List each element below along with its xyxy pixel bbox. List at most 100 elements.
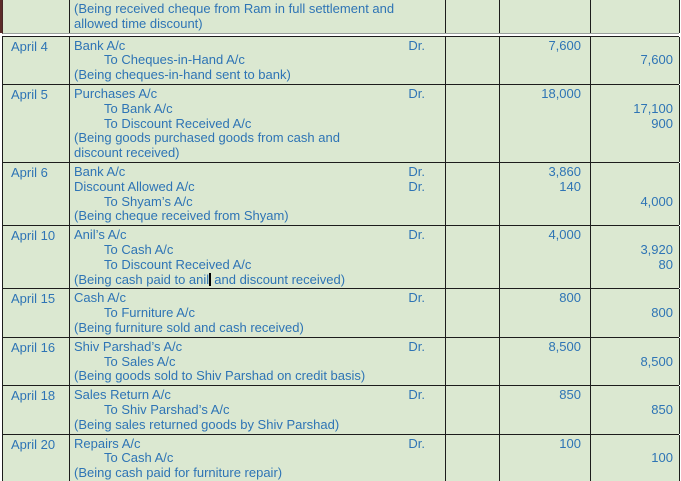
entry-date: April 16 xyxy=(11,339,56,355)
particulars-text: (Being goods sold to Shiv Parshad on cre… xyxy=(74,368,366,384)
journal-entry-row: April 5 Purchases A/c Dr. To Bank A/c To Dis… xyxy=(3,84,680,163)
date-cell[interactable]: April 6 xyxy=(3,162,70,226)
debit-amount-cell[interactable]: 18,000 xyxy=(500,84,591,162)
credit-amount xyxy=(591,131,673,146)
particulars-text: Bank A/c xyxy=(74,163,126,179)
date-cell[interactable]: April 10 xyxy=(3,226,70,289)
date-cell[interactable]: April 18 xyxy=(3,386,70,434)
entry-date: April 10 xyxy=(11,228,56,244)
account-line: Cash A/c Dr. xyxy=(74,291,439,306)
date-cell[interactable]: April 15 xyxy=(3,289,70,337)
particulars-text: To Shiv Parshad’s A/c xyxy=(104,401,230,417)
ledger-folio-cell[interactable] xyxy=(446,386,500,434)
account-line: Discount Allowed A/c Dr. xyxy=(74,179,439,195)
debit-amount-cell[interactable]: 100 xyxy=(500,434,591,481)
credit-amount xyxy=(591,68,673,83)
credit-amount-cell[interactable]: 850 xyxy=(591,386,680,434)
ledger-folio-cell[interactable] xyxy=(446,434,500,481)
credit-amount: 800 xyxy=(651,305,673,321)
particulars-text: (Being cash paid for furniture repair) xyxy=(74,465,283,481)
credit-amount-cell[interactable] xyxy=(591,0,680,33)
account-line: Shiv Parshad’s A/c Dr. xyxy=(74,338,439,355)
particulars-cell[interactable]: Anil’s A/c Dr. To Cash A/c To Discount Rece… xyxy=(70,226,446,289)
credit-amount xyxy=(591,273,673,288)
to-account-line: To Shyam’s A/c xyxy=(74,194,439,210)
dr-label: Dr. xyxy=(408,387,425,403)
debit-amount xyxy=(500,146,581,161)
journal-entry-row: April 16 Shiv Parshad’s A/c Dr. To Sales A/… xyxy=(3,337,680,387)
debit-amount-cell[interactable]: 7,600 xyxy=(500,36,591,84)
ledger-folio-cell[interactable] xyxy=(446,162,500,226)
date-cell[interactable]: April 20 xyxy=(3,434,70,481)
particulars-text: To Sales A/c xyxy=(104,353,176,369)
debit-amount-cell[interactable] xyxy=(500,0,591,33)
credit-amount-cell[interactable]: 4,000 xyxy=(591,162,680,226)
journal-entry-row: April 4 Bank A/c Dr. To Cheques-in-Hand A/c… xyxy=(3,36,680,85)
particulars-cell[interactable]: Purchases A/c Dr. To Bank A/c To Discount R… xyxy=(70,84,446,162)
credit-amount-cell[interactable]: 8,500 xyxy=(591,337,680,386)
dr-label: Dr. xyxy=(408,338,425,354)
debit-amount-cell[interactable]: 800 xyxy=(500,289,591,337)
date-cell[interactable]: April 4 xyxy=(3,36,70,84)
particulars-cell[interactable]: Shiv Parshad’s A/c Dr. To Sales A/c (Being … xyxy=(70,337,446,386)
debit-amount: 18,000 xyxy=(541,85,581,101)
debit-amount xyxy=(500,273,581,288)
ledger-folio-cell[interactable] xyxy=(446,226,500,289)
credit-amount-cell[interactable]: 800 xyxy=(591,289,680,337)
debit-amount: 850 xyxy=(559,387,581,403)
particulars-cell[interactable]: (Being received cheque from Ram in full … xyxy=(70,0,446,33)
particulars-cell[interactable]: Sales Return A/c Dr. To Shiv Parshad’s A/c… xyxy=(70,386,446,434)
journal-table: April 4 Bank A/c Dr. To Cheques-in-Hand A/c… xyxy=(2,35,680,481)
narration-line: (Being cash paid for furniture repair) xyxy=(74,465,439,481)
credit-amount-cell[interactable]: 100 xyxy=(591,434,680,481)
credit-amount xyxy=(591,388,673,403)
debit-amount xyxy=(500,451,581,466)
narration-line: allowed time discount) xyxy=(74,16,439,32)
particulars-text: (Being cash paid to anil and discount re… xyxy=(74,272,345,288)
journal-entry-row: April 6 Bank A/c Dr. Discount Allowed A/c Dr… xyxy=(3,162,680,227)
particulars-cell[interactable]: Cash A/c Dr. To Furniture A/c (Being furnit… xyxy=(70,289,446,337)
narration-line: (Being goods sold to Shiv Parshad on cre… xyxy=(74,369,439,384)
debit-amount xyxy=(500,117,581,132)
date-cell[interactable]: April 5 xyxy=(3,84,70,162)
account-line: Bank A/c Dr. xyxy=(74,163,439,180)
debit-amount: 8,500 xyxy=(548,338,581,354)
ledger-folio-cell[interactable] xyxy=(446,337,500,386)
credit-amount-cell[interactable]: 7,600 xyxy=(591,36,680,84)
date-cell[interactable] xyxy=(3,0,70,33)
ledger-folio-cell[interactable] xyxy=(446,289,500,337)
credit-amount xyxy=(591,437,673,452)
to-account-line: To Bank A/c xyxy=(74,100,439,117)
narration-line: (Being cheque received from Shyam) xyxy=(74,209,439,224)
narration-line: (Being goods purchased goods from cash a… xyxy=(74,131,439,146)
particulars-text: To Cash A/c xyxy=(104,450,174,466)
particulars-cell[interactable]: Repairs A/c Dr. To Cash A/c (Being cash pai… xyxy=(70,434,446,481)
account-line: Sales Return A/c Dr. xyxy=(74,387,439,403)
debit-amount xyxy=(500,2,581,17)
particulars-text: To Bank A/c xyxy=(104,100,173,116)
ledger-folio-cell[interactable] xyxy=(446,36,500,84)
ledger-folio-cell[interactable] xyxy=(446,0,500,33)
debit-amount-cell[interactable]: 8,500 xyxy=(500,337,591,386)
particulars-text: (Being furniture sold and cash received) xyxy=(74,319,304,335)
debit-amount-cell[interactable]: 3,860 140 xyxy=(500,162,591,226)
journal-entry-row: April 20 Repairs A/c Dr. To Cash A/c (Being … xyxy=(3,434,680,481)
credit-amount-cell[interactable]: 17,100 900 xyxy=(591,84,680,162)
date-cell[interactable]: April 16 xyxy=(3,337,70,386)
particulars-text: Cash A/c xyxy=(74,290,127,306)
ledger-folio-cell[interactable] xyxy=(446,84,500,162)
debit-amount-cell[interactable]: 850 xyxy=(500,386,591,434)
entry-date xyxy=(11,2,15,17)
debit-amount-cell[interactable]: 4,000 xyxy=(500,226,591,289)
credit-amount-cell[interactable]: 3,920 80 xyxy=(591,226,680,289)
dr-label: Dr. xyxy=(408,37,425,53)
particulars-cell[interactable]: Bank A/c Dr. Discount Allowed A/c Dr. To Shy… xyxy=(70,162,446,226)
carryover-entry-row: (Being received cheque from Ram in full … xyxy=(2,0,680,34)
credit-amount: 7,600 xyxy=(640,52,673,68)
credit-amount xyxy=(591,291,673,306)
journal-entry-row: April 15 Cash A/c Dr. To Furniture A/c (Bein… xyxy=(3,289,680,338)
debit-amount: 800 xyxy=(559,290,581,306)
particulars-cell[interactable]: Bank A/c Dr. To Cheques-in-Hand A/c (Being … xyxy=(70,36,446,84)
